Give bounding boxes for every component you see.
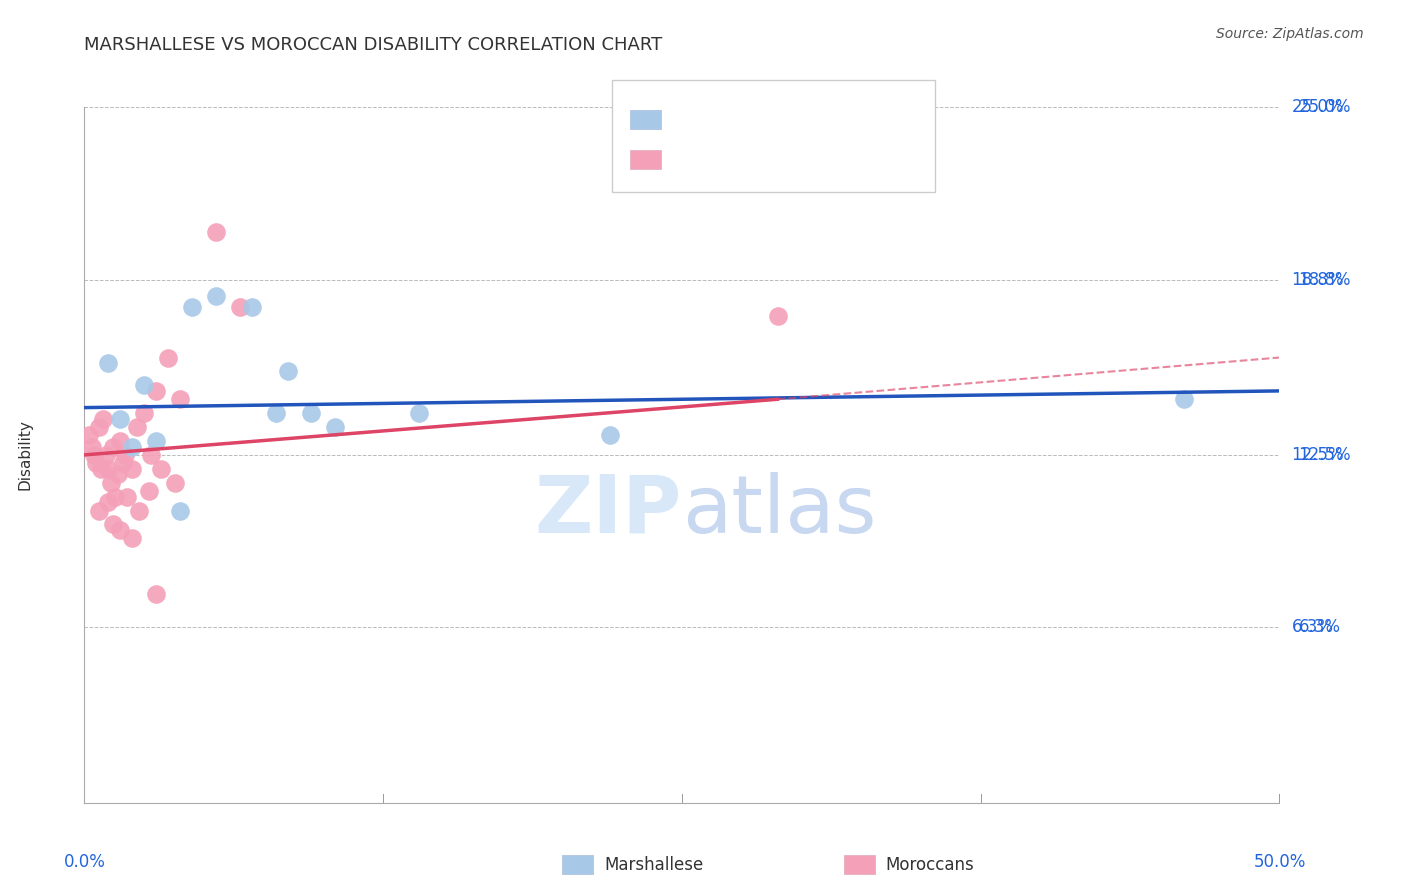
Point: [94, 448, 117, 462]
Text: 25.0%: 25.0%: [1292, 98, 1344, 116]
Point: [90, 462, 112, 476]
Point: [1173, 392, 1195, 407]
Point: [97, 495, 120, 509]
Point: [205, 289, 228, 303]
Point: [766, 309, 789, 323]
Text: Source: ZipAtlas.com: Source: ZipAtlas.com: [1216, 27, 1364, 41]
Text: 6.3%: 6.3%: [1299, 618, 1340, 637]
Point: [408, 406, 430, 420]
Text: 6.3%: 6.3%: [1292, 618, 1333, 637]
Text: N =: N =: [754, 152, 806, 169]
Point: [114, 448, 136, 462]
Text: R =: R =: [672, 152, 709, 169]
Point: [110, 523, 132, 537]
Point: [132, 406, 156, 420]
Point: [97, 356, 120, 370]
Point: [301, 406, 323, 420]
Text: 18.8%: 18.8%: [1292, 270, 1344, 289]
Point: [169, 503, 191, 517]
Point: [169, 392, 191, 407]
Text: 12.5%: 12.5%: [1292, 446, 1344, 464]
Text: 0.114: 0.114: [711, 112, 763, 129]
Text: 25.0%: 25.0%: [1299, 98, 1351, 116]
Point: [80, 440, 103, 454]
Point: [145, 434, 167, 448]
Text: 0.0%: 0.0%: [63, 853, 105, 871]
Point: [138, 484, 160, 499]
Point: [101, 517, 124, 532]
Point: [87, 503, 110, 517]
Text: 18.8%: 18.8%: [1299, 270, 1351, 289]
Point: [110, 434, 132, 448]
Point: [165, 475, 187, 490]
Point: [101, 440, 124, 454]
Point: [111, 456, 134, 470]
Point: [86, 456, 108, 470]
Text: Moroccans: Moroccans: [886, 856, 974, 874]
Point: [325, 420, 347, 434]
Point: [229, 301, 252, 315]
Text: Marshallese: Marshallese: [605, 856, 704, 874]
Point: [77, 428, 100, 442]
Point: [87, 420, 110, 434]
Point: [110, 411, 132, 425]
Point: [97, 462, 120, 476]
Point: [93, 411, 115, 425]
Point: [141, 448, 163, 462]
Text: 12.5%: 12.5%: [1299, 446, 1351, 464]
Text: ZIP: ZIP: [534, 472, 682, 549]
Point: [117, 490, 139, 504]
Point: [157, 351, 180, 365]
Point: [264, 406, 287, 420]
Text: 37: 37: [810, 152, 834, 169]
Point: [125, 420, 148, 434]
Point: [121, 462, 143, 476]
Point: [277, 364, 299, 378]
Text: 50.0%: 50.0%: [1253, 853, 1306, 871]
Text: R =: R =: [672, 112, 709, 129]
Text: Disability: Disability: [17, 419, 32, 491]
Point: [83, 448, 105, 462]
Point: [121, 532, 143, 546]
Text: MARSHALLESE VS MOROCCAN DISABILITY CORRELATION CHART: MARSHALLESE VS MOROCCAN DISABILITY CORRE…: [84, 36, 662, 54]
Point: [181, 301, 204, 315]
Point: [149, 462, 172, 476]
Point: [128, 503, 150, 517]
Point: [104, 490, 127, 504]
Point: [240, 301, 263, 315]
Point: [121, 440, 143, 454]
Point: [100, 475, 122, 490]
Text: N =: N =: [754, 112, 806, 129]
Point: [132, 378, 156, 392]
Text: 16: 16: [810, 112, 832, 129]
Point: [145, 587, 167, 601]
Text: 0.106: 0.106: [711, 152, 763, 169]
Text: atlas: atlas: [682, 472, 876, 549]
Point: [145, 384, 167, 398]
Point: [205, 225, 228, 239]
Point: [107, 467, 129, 482]
Point: [599, 428, 621, 442]
